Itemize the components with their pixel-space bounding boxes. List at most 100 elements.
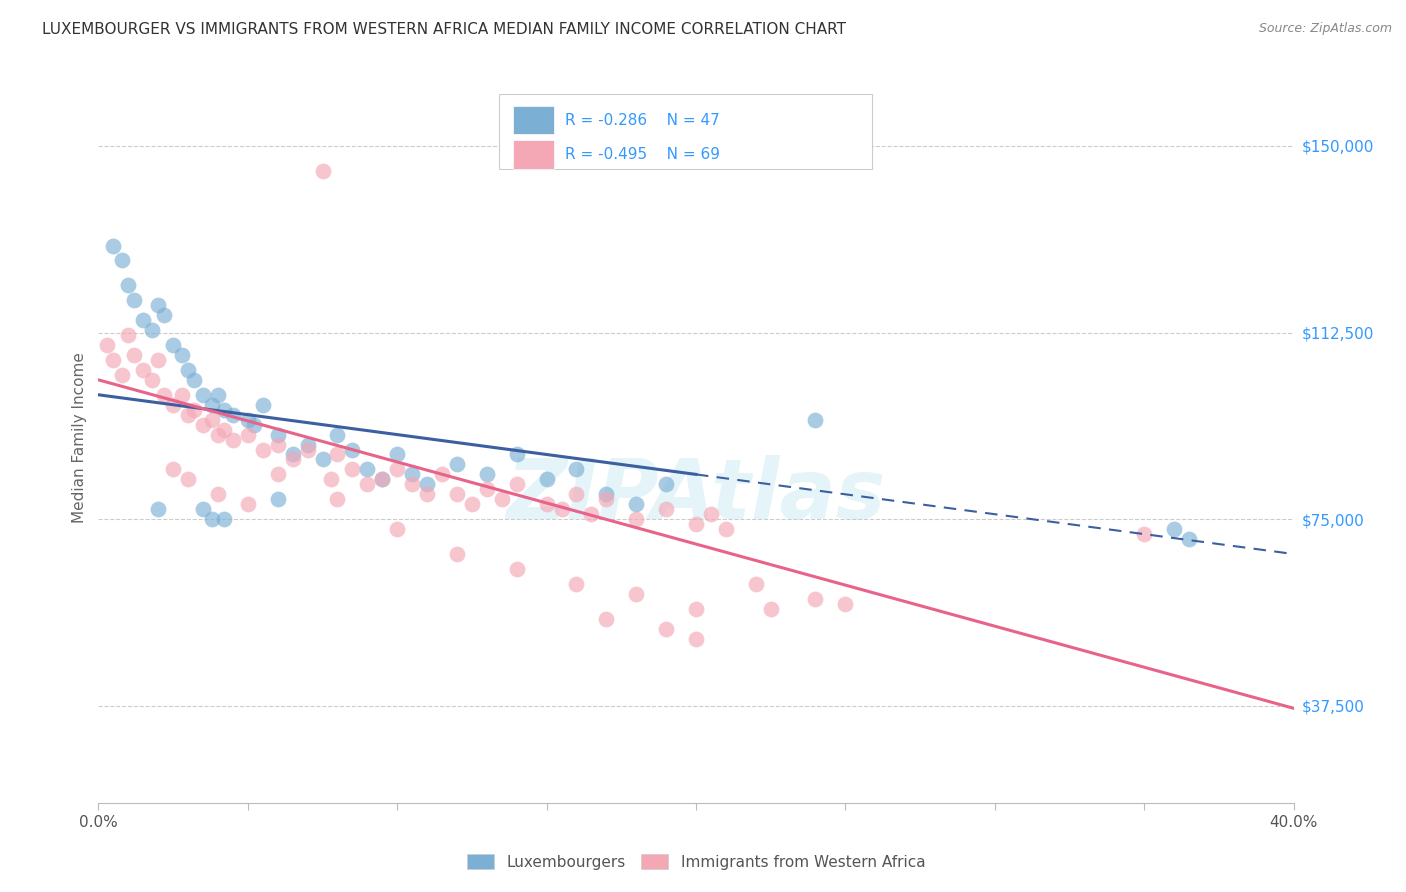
Point [475, 483, 498, 497]
Point [385, 462, 409, 476]
Point [834, 597, 856, 611]
Point [141, 373, 163, 387]
Text: ZIPAtlas: ZIPAtlas [506, 455, 886, 536]
Point [565, 577, 588, 591]
Point [371, 472, 394, 486]
Point [745, 577, 768, 591]
Point [103, 238, 125, 252]
Point [446, 547, 468, 561]
Point [267, 467, 290, 482]
Point [581, 507, 603, 521]
Point [183, 373, 205, 387]
Point [148, 502, 170, 516]
Point [1178, 532, 1201, 546]
Point [191, 388, 214, 402]
Text: R = -0.286    N = 47: R = -0.286 N = 47 [565, 112, 720, 128]
Point [1133, 527, 1156, 541]
Point [96, 338, 118, 352]
Text: LUXEMBOURGER VS IMMIGRANTS FROM WESTERN AFRICA MEDIAN FAMILY INCOME CORRELATION : LUXEMBOURGER VS IMMIGRANTS FROM WESTERN … [42, 22, 846, 37]
Point [243, 417, 266, 432]
Point [401, 477, 423, 491]
Point [212, 423, 235, 437]
Point [297, 442, 319, 457]
Point [162, 398, 184, 412]
Point [759, 601, 782, 615]
Point [141, 323, 163, 337]
Point [207, 487, 229, 501]
Point [475, 467, 498, 482]
Point [356, 462, 378, 476]
Point [222, 433, 245, 447]
Point [506, 448, 529, 462]
Point [565, 487, 588, 501]
Point [626, 587, 648, 601]
Point [267, 437, 290, 451]
Point [626, 497, 648, 511]
Text: R = -0.495    N = 69: R = -0.495 N = 69 [565, 147, 720, 161]
Point [267, 492, 290, 507]
Text: Source: ZipAtlas.com: Source: ZipAtlas.com [1258, 22, 1392, 36]
Point [326, 448, 349, 462]
Point [124, 293, 146, 308]
Point [311, 452, 333, 467]
Point [1163, 522, 1185, 536]
Point [111, 368, 134, 382]
Point [321, 472, 343, 486]
Point [191, 502, 214, 516]
Point [342, 442, 364, 457]
Point [281, 448, 304, 462]
Point [117, 328, 139, 343]
Point [385, 522, 409, 536]
Point [153, 388, 176, 402]
Point [162, 338, 184, 352]
Point [207, 427, 229, 442]
Point [506, 562, 529, 576]
Point [595, 492, 617, 507]
Point [132, 363, 155, 377]
Point [222, 408, 245, 422]
Point [183, 402, 205, 417]
Point [626, 512, 648, 526]
Point [565, 462, 588, 476]
Point [201, 398, 224, 412]
Point [446, 458, 468, 472]
Point [655, 622, 678, 636]
Point [281, 452, 304, 467]
Point [385, 448, 409, 462]
Point [148, 353, 170, 368]
Point [252, 398, 274, 412]
Point [371, 472, 394, 486]
Point [700, 507, 723, 521]
Point [117, 278, 139, 293]
Point [111, 253, 134, 268]
Point [536, 497, 558, 511]
Point [655, 502, 678, 516]
Point [103, 353, 125, 368]
Point [685, 632, 707, 646]
Point [252, 442, 274, 457]
Point [491, 492, 513, 507]
Point [311, 164, 333, 178]
Point [201, 412, 224, 426]
Point [416, 487, 439, 501]
Point [326, 427, 349, 442]
Point [446, 487, 468, 501]
Point [177, 472, 200, 486]
Point [416, 477, 439, 491]
Point [356, 477, 378, 491]
Point [714, 522, 737, 536]
Point [153, 308, 176, 322]
Point [461, 497, 484, 511]
Point [207, 388, 229, 402]
Point [172, 348, 194, 362]
Point [177, 408, 200, 422]
Point [236, 427, 259, 442]
Point [550, 502, 572, 516]
Point [236, 497, 259, 511]
Point [172, 388, 194, 402]
Point [124, 348, 146, 362]
Point [236, 412, 259, 426]
Point [685, 601, 707, 615]
Point [162, 462, 184, 476]
Point [212, 402, 235, 417]
